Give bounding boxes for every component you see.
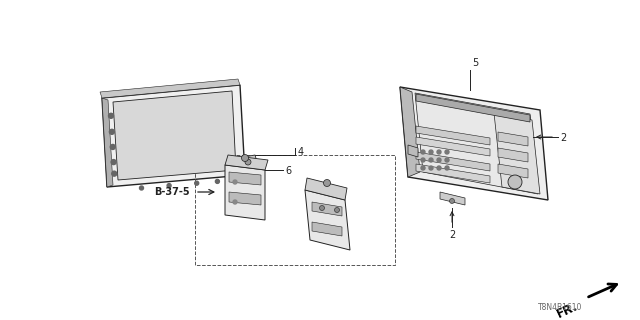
Polygon shape — [305, 190, 350, 250]
Polygon shape — [305, 178, 347, 200]
Circle shape — [111, 160, 116, 164]
Polygon shape — [312, 222, 342, 236]
Polygon shape — [416, 94, 530, 122]
Circle shape — [421, 158, 425, 162]
Polygon shape — [113, 91, 236, 180]
Polygon shape — [238, 155, 258, 168]
Circle shape — [429, 166, 433, 170]
Circle shape — [445, 150, 449, 154]
Circle shape — [112, 171, 116, 176]
Polygon shape — [102, 98, 113, 187]
Circle shape — [233, 180, 237, 184]
Circle shape — [319, 205, 324, 211]
Polygon shape — [498, 148, 528, 162]
Text: T8N4B1610: T8N4B1610 — [538, 303, 582, 312]
Circle shape — [233, 200, 237, 204]
Circle shape — [110, 144, 115, 149]
Text: 4: 4 — [298, 147, 304, 157]
Circle shape — [445, 166, 449, 170]
Polygon shape — [225, 165, 265, 220]
Text: 6: 6 — [285, 166, 291, 176]
Circle shape — [421, 166, 425, 170]
Circle shape — [140, 186, 143, 190]
Polygon shape — [440, 192, 465, 205]
Text: FR.: FR. — [555, 300, 580, 320]
Circle shape — [437, 158, 441, 162]
Polygon shape — [312, 202, 342, 216]
Circle shape — [449, 198, 454, 204]
Circle shape — [429, 150, 433, 154]
Polygon shape — [416, 137, 490, 156]
Circle shape — [109, 129, 115, 134]
Polygon shape — [408, 145, 418, 157]
Polygon shape — [416, 126, 490, 145]
Polygon shape — [494, 113, 540, 194]
Polygon shape — [400, 87, 420, 177]
Text: B-37-5: B-37-5 — [154, 187, 190, 197]
Circle shape — [323, 180, 330, 187]
Circle shape — [195, 181, 198, 185]
Polygon shape — [400, 87, 548, 200]
Circle shape — [109, 113, 113, 118]
Circle shape — [437, 150, 441, 154]
Polygon shape — [229, 192, 261, 205]
Circle shape — [216, 180, 220, 183]
Circle shape — [167, 184, 171, 188]
Text: 5: 5 — [472, 58, 478, 68]
Polygon shape — [100, 79, 240, 98]
Circle shape — [429, 158, 433, 162]
Polygon shape — [415, 93, 538, 194]
Polygon shape — [225, 155, 268, 170]
Polygon shape — [498, 132, 528, 146]
Polygon shape — [416, 164, 490, 183]
Polygon shape — [102, 85, 245, 187]
Circle shape — [421, 150, 425, 154]
Circle shape — [445, 158, 449, 162]
Circle shape — [245, 159, 251, 165]
Circle shape — [241, 155, 248, 162]
Text: 2: 2 — [560, 133, 566, 143]
Polygon shape — [416, 152, 490, 171]
Circle shape — [335, 207, 339, 212]
Polygon shape — [229, 172, 261, 185]
Circle shape — [437, 166, 441, 170]
Text: 2: 2 — [449, 230, 455, 240]
Polygon shape — [498, 164, 528, 178]
Circle shape — [508, 175, 522, 189]
